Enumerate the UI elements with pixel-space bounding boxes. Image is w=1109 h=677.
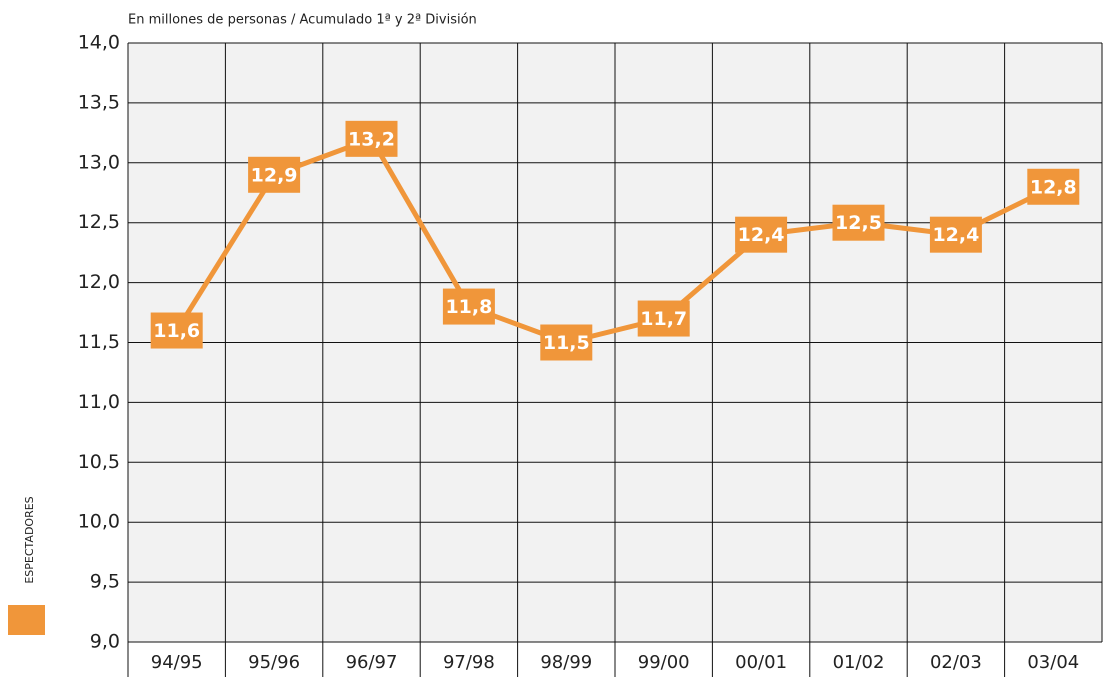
x-tick-label: 00/01 xyxy=(735,652,787,673)
point-marker xyxy=(929,216,982,253)
data-line xyxy=(174,136,1055,345)
x-tick-label: 97/98 xyxy=(443,652,495,673)
chart-subtitle: En millones de personas / Acumulado 1ª y… xyxy=(128,13,477,28)
y-tick-label: 12,5 xyxy=(78,211,120,233)
point-marker xyxy=(540,324,593,361)
y-tick-label: 11,5 xyxy=(78,331,120,353)
point-marker xyxy=(832,204,885,241)
data-label: 12,9 xyxy=(251,164,298,186)
y-tick-label: 10,5 xyxy=(78,451,120,473)
x-tick-label: 01/02 xyxy=(833,652,885,673)
x-tick-label: 94/95 xyxy=(151,652,203,673)
y-tick-label: 9,5 xyxy=(90,571,120,593)
point-marker xyxy=(1027,168,1080,205)
y-tick-label: 11,0 xyxy=(78,391,120,413)
y-tick-label: 10,0 xyxy=(78,511,120,533)
x-tick-label: 96/97 xyxy=(346,652,398,673)
data-label: 13,2 xyxy=(348,128,395,150)
point-marker xyxy=(442,288,495,325)
y-tick-label: 14,0 xyxy=(78,32,120,54)
data-label: 12,4 xyxy=(738,224,785,246)
x-tick-label: 99/00 xyxy=(638,652,690,673)
data-label: 12,8 xyxy=(1030,176,1077,198)
point-marker xyxy=(345,120,398,157)
data-label: 11,8 xyxy=(445,296,492,318)
y-tick-label: 9,0 xyxy=(90,631,120,653)
data-label: 11,5 xyxy=(543,332,590,354)
x-tick-label: 03/04 xyxy=(1027,652,1079,673)
point-marker xyxy=(735,216,788,253)
y-tick-label: 13,0 xyxy=(78,151,120,173)
point-marker xyxy=(248,156,301,193)
y-tick-label: 12,0 xyxy=(78,271,120,293)
data-label: 12,4 xyxy=(932,224,979,246)
data-label: 11,7 xyxy=(640,308,687,330)
data-label: 12,5 xyxy=(835,212,882,234)
legend-swatch xyxy=(8,605,45,635)
point-marker xyxy=(150,312,203,349)
data-label: 11,6 xyxy=(153,320,200,342)
y-tick-label: 13,5 xyxy=(78,91,120,113)
x-tick-label: 95/96 xyxy=(248,652,300,673)
x-tick-label: 98/99 xyxy=(540,652,592,673)
point-marker xyxy=(637,300,690,337)
legend-label: ESPECTADORES xyxy=(23,496,36,583)
x-tick-label: 02/03 xyxy=(930,652,982,673)
